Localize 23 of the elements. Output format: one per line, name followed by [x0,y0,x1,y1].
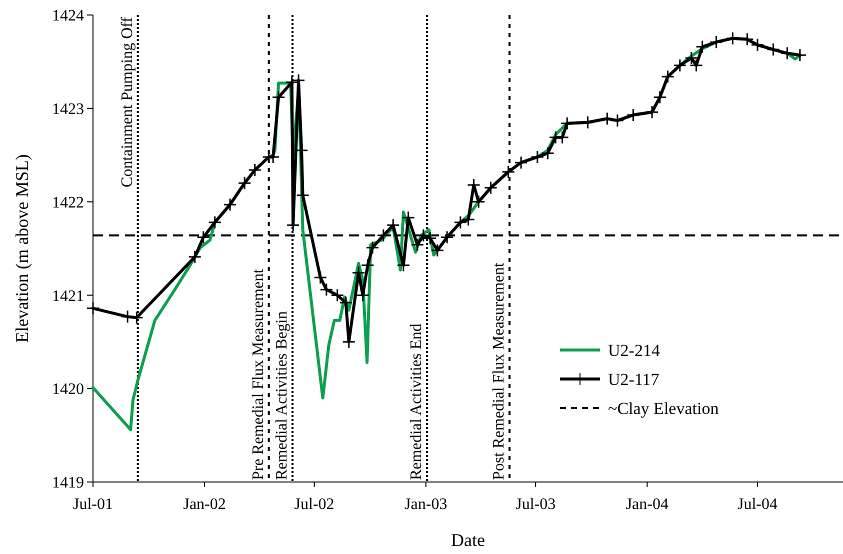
x-axis-title: Date [451,530,485,550]
ref-line-label: Post Remedial Flux Measurement [490,262,508,480]
legend-label: U2-214 [608,340,660,360]
y-tick-label: 1421 [52,288,84,305]
y-tick-label: 1422 [52,194,84,212]
x-tick-label: Jan-03 [404,496,448,513]
x-tick-label: Jul-02 [294,496,334,513]
ref-line-label: Pre Remedial Flux Measurement [250,268,267,480]
y-axis-title: Elevation (m above MSL) [12,154,32,343]
x-tick-label: Jan-02 [183,496,226,513]
legend-label: U2-117 [608,370,660,389]
ref-line-label: Remedial Activities End [408,324,426,480]
x-tick-label: Jul-03 [516,496,556,513]
y-tick-label: 1419 [52,474,84,492]
ref-line-label: Remedial Activities Begin [273,311,290,480]
x-tick-label: Jul-04 [738,496,778,513]
x-tick-label: Jul-01 [73,496,113,513]
y-tick-label: 1424 [52,8,84,25]
ref-line-label: Containment Pumping Off [118,16,136,188]
y-tick-label: 1420 [52,381,84,398]
x-tick-label: Jan-04 [626,496,668,513]
legend-label: ~Clay Elevation [608,398,720,418]
y-tick-label: 1423 [52,101,84,118]
